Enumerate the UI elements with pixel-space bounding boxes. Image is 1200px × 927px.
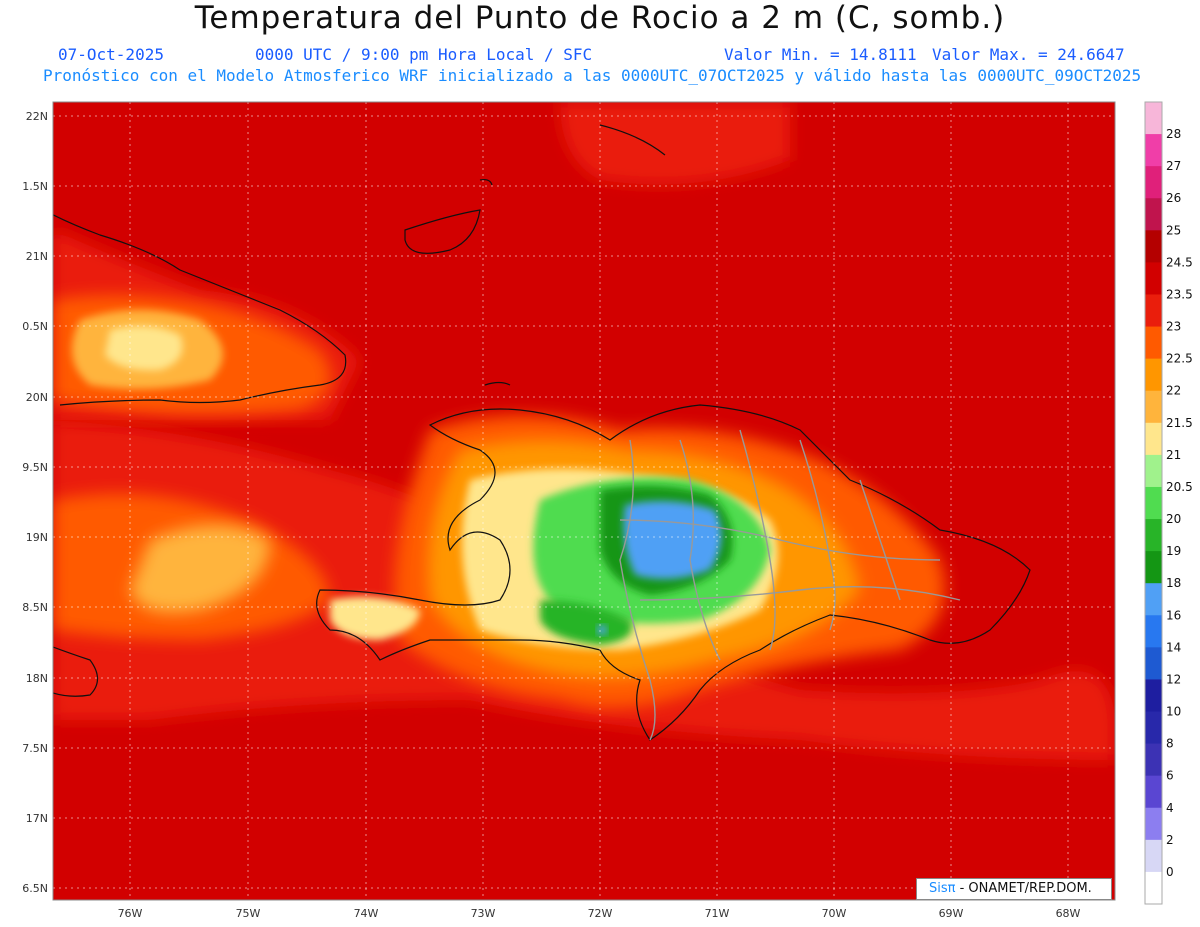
- colorbar-swatch: [1145, 647, 1162, 680]
- lat-label: 1.5N: [22, 180, 48, 193]
- credit-box: Sisπ - ONAMET/REP.DOM.: [916, 878, 1112, 900]
- colorbar-label: 24.5: [1166, 255, 1193, 269]
- colorbar-swatch: [1145, 390, 1162, 424]
- max-value: Valor Max. = 24.6647: [932, 45, 1125, 64]
- colorbar-label: 6: [1166, 769, 1174, 783]
- lat-label: 20N: [26, 391, 48, 404]
- colorbar-swatch: [1145, 134, 1162, 167]
- colorbar-swatch: [1145, 583, 1162, 616]
- colorbar-label: 23.5: [1166, 287, 1193, 301]
- colorbar-label: 25: [1166, 223, 1181, 237]
- colorbar-swatch: [1145, 358, 1162, 392]
- map-frame: [52, 101, 1116, 901]
- colorbar-swatch: [1145, 807, 1162, 841]
- colorbar-label: 16: [1166, 608, 1181, 622]
- longitude-axis: 76W 75W 74W 73W 72W 71W 70W 69W 68W: [118, 907, 1081, 920]
- colorbar-label: 8: [1166, 737, 1174, 751]
- colorbar-swatch: [1145, 454, 1162, 488]
- colorbar-label: 22: [1166, 384, 1181, 398]
- lon-label: 72W: [588, 907, 613, 920]
- colorbar-swatch: [1145, 519, 1162, 552]
- forecast-time: 0000 UTC / 9:00 pm Hora Local / SFC: [255, 45, 593, 64]
- colorbar-label: 23: [1166, 320, 1181, 334]
- colorbar-label: 20.5: [1166, 480, 1193, 494]
- lon-label: 75W: [236, 907, 261, 920]
- lon-label: 70W: [822, 907, 847, 920]
- colorbar-swatch: [1145, 615, 1162, 648]
- credit-sis: Sisπ: [929, 881, 956, 896]
- province-borders: [619, 429, 961, 741]
- colorbar-label: 18: [1166, 576, 1181, 590]
- colorbar-label: 12: [1166, 672, 1181, 686]
- lon-label: 68W: [1056, 907, 1081, 920]
- colorbar-label: 10: [1166, 705, 1181, 719]
- latitude-axis: 22N 1.5N 21N 0.5N 20N 9.5N 19N 8.5N 18N …: [22, 110, 48, 895]
- credit-org: - ONAMET/REP.DOM.: [955, 881, 1092, 896]
- colorbar-label: 21.5: [1166, 416, 1193, 430]
- colorbar-label: 21: [1166, 448, 1181, 462]
- colorbar-label: 26: [1166, 191, 1181, 205]
- colorbar-swatch: [1145, 422, 1162, 456]
- colorbar-swatch: [1145, 294, 1162, 328]
- lat-label: 7.5N: [22, 742, 48, 755]
- colorbar-label: 4: [1166, 801, 1174, 815]
- colorbar-swatch: [1145, 551, 1162, 584]
- colorbar: 2827262524.523.52322.52221.52120.5201918…: [1144, 101, 1193, 905]
- colorbar-label: 2: [1166, 833, 1174, 847]
- colorbar-swatch: [1145, 102, 1162, 135]
- colorbar-swatch: [1145, 679, 1162, 713]
- lon-label: 73W: [471, 907, 496, 920]
- colorbar-swatch: [1145, 230, 1162, 263]
- lon-label: 76W: [118, 907, 143, 920]
- colorbar-swatch: [1145, 166, 1162, 199]
- colorbar-swatch: [1145, 262, 1162, 295]
- lon-label: 69W: [939, 907, 964, 920]
- model-description: Pronóstico con el Modelo Atmosferico WRF…: [43, 66, 1142, 85]
- lat-label: 22N: [26, 110, 48, 123]
- colorbar-swatch: [1145, 198, 1162, 231]
- colorbar-swatch: [1145, 711, 1162, 745]
- colorbar-swatch: [1145, 839, 1162, 873]
- colorbar-label: 14: [1166, 640, 1181, 654]
- lat-label: 21N: [26, 250, 48, 263]
- lat-label: 6.5N: [22, 882, 48, 895]
- colorbar-frame: [1144, 101, 1163, 905]
- lon-label: 74W: [354, 907, 379, 920]
- colorbar-swatch: [1145, 743, 1162, 777]
- colorbar-label: 19: [1166, 544, 1181, 558]
- colorbar-swatch: [1145, 486, 1162, 520]
- colorbar-swatch: [1145, 775, 1162, 809]
- lat-label: 17N: [26, 812, 48, 825]
- lon-label: 71W: [705, 907, 730, 920]
- colorbar-swatch: [1145, 871, 1162, 905]
- map-title: Temperatura del Punto de Rocio a 2 m (C,…: [194, 0, 1006, 36]
- lat-label: 8.5N: [22, 601, 48, 614]
- colorbar-swatch: [1145, 326, 1162, 360]
- graticule: [53, 102, 1115, 900]
- colorbar-label: 0: [1166, 865, 1174, 879]
- colorbar-label: 27: [1166, 159, 1181, 173]
- lat-label: 0.5N: [22, 320, 48, 333]
- colorbar-label: 20: [1166, 512, 1181, 526]
- lat-label: 9.5N: [22, 461, 48, 474]
- colorbar-label: 22.5: [1166, 352, 1193, 366]
- min-value: Valor Min. = 14.8111: [724, 45, 917, 64]
- colorbar-label: 28: [1166, 127, 1181, 141]
- lat-label: 18N: [26, 672, 48, 685]
- lat-label: 19N: [26, 531, 48, 544]
- forecast-date: 07-Oct-2025: [58, 45, 164, 64]
